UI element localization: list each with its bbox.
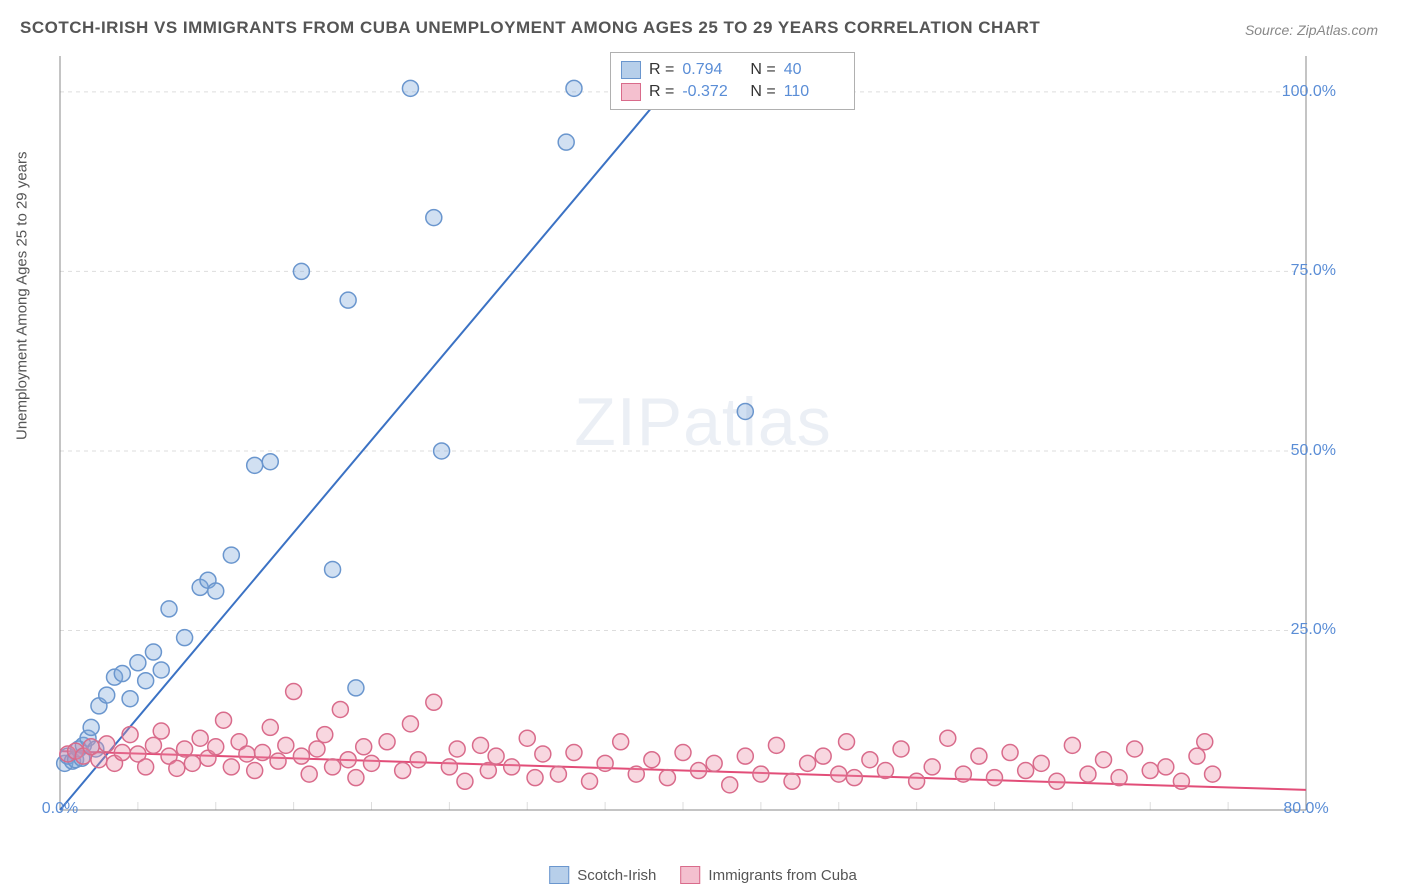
legend-label-2: Immigrants from Cuba xyxy=(708,867,856,884)
stats-r-value: -0.372 xyxy=(682,83,742,101)
source-attribution: Source: ZipAtlas.com xyxy=(1245,22,1378,38)
stats-n-label: N = xyxy=(750,61,775,79)
y-tick-label: 50.0% xyxy=(1291,442,1336,460)
stats-row: R = -0.372 N = 110 xyxy=(621,81,844,103)
correlation-stats-box: R = 0.794 N = 40 R = -0.372 N = 110 xyxy=(610,52,855,110)
stats-r-label: R = xyxy=(649,83,674,101)
stats-n-value: 110 xyxy=(784,83,844,101)
bottom-legend: Scotch-Irish Immigrants from Cuba xyxy=(549,866,857,884)
y-tick-label: 75.0% xyxy=(1291,262,1336,280)
y-tick-label: 100.0% xyxy=(1282,83,1336,101)
stats-r-value: 0.794 xyxy=(682,61,742,79)
chart-title: SCOTCH-IRISH VS IMMIGRANTS FROM CUBA UNE… xyxy=(20,18,1040,38)
x-tick-label: 80.0% xyxy=(1283,800,1328,818)
legend-swatch-1 xyxy=(549,866,569,884)
y-tick-label: 25.0% xyxy=(1291,621,1336,639)
legend-item-series2: Immigrants from Cuba xyxy=(680,866,856,884)
stats-n-label: N = xyxy=(750,83,775,101)
scatter-plot: ZIPatlas R =0.794N =40R =-0.372N =110 25… xyxy=(50,48,1356,828)
stats-n-value: 40 xyxy=(784,61,844,79)
stats-r-label: R = xyxy=(649,61,674,79)
x-tick-label: 0.0% xyxy=(42,800,78,818)
y-axis-label: Unemployment Among Ages 25 to 29 years xyxy=(14,151,31,440)
stats-swatch xyxy=(621,83,641,101)
legend-swatch-2 xyxy=(680,866,700,884)
chart-svg xyxy=(50,48,1356,848)
legend-item-series1: Scotch-Irish xyxy=(549,866,656,884)
stats-row: R = 0.794 N = 40 xyxy=(621,59,844,81)
legend-label-1: Scotch-Irish xyxy=(577,867,656,884)
stats-swatch xyxy=(621,61,641,79)
